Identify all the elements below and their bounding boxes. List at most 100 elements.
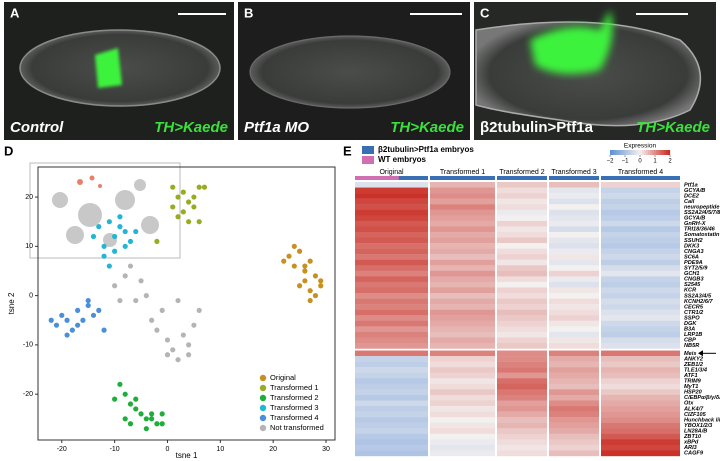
point [112, 283, 118, 289]
heat-cell [355, 220, 428, 227]
gene-label: SSPO [684, 315, 700, 321]
point [101, 327, 107, 333]
heat-cell [355, 248, 428, 255]
point [318, 283, 324, 289]
colorbar-tick-label: 1 [653, 159, 657, 165]
colorbar-cell [660, 150, 663, 155]
heat-cell [497, 281, 547, 288]
heat-cell [497, 259, 547, 266]
heat-cell [497, 342, 547, 349]
gene-label: ZBT10 [683, 434, 702, 440]
heat-cell [497, 231, 547, 238]
point [64, 332, 70, 338]
y-tick-label: -20 [23, 391, 33, 398]
gene-label: KCNH2/6/7 [684, 299, 713, 305]
heat-cell [430, 204, 495, 210]
point [180, 189, 186, 195]
condition-bar [430, 176, 495, 180]
heat-cell [601, 270, 680, 277]
heat-cell [355, 406, 428, 412]
colorbar-cell [626, 150, 629, 155]
colorbar-tick-label: 0 [638, 159, 642, 165]
heat-cell [549, 367, 599, 373]
heat-cell [601, 433, 680, 440]
heat-cell [430, 331, 495, 338]
heat-cell [430, 367, 495, 373]
heat-cell [601, 220, 680, 227]
heat-cell [430, 342, 495, 349]
heat-cell [355, 417, 428, 423]
heat-cell [549, 326, 599, 333]
heat-cell [549, 281, 599, 288]
heat-cell [430, 372, 495, 379]
micrograph-c [474, 2, 716, 140]
point [64, 317, 70, 323]
heat-cell [430, 298, 495, 305]
point [112, 396, 118, 402]
heat-cell [430, 243, 495, 249]
heat-cell [601, 383, 680, 390]
point [296, 248, 303, 254]
heat-cell [497, 187, 547, 194]
heat-cell [601, 276, 680, 283]
heat-cell [430, 259, 495, 266]
point [117, 214, 123, 220]
heat-cell [549, 309, 599, 316]
heat-cell [497, 209, 547, 216]
heat-cell [430, 400, 495, 407]
heat-cell [430, 394, 495, 401]
heat-cell [601, 281, 680, 288]
colorbar-cell [630, 150, 633, 155]
gene-label: ANKY2 [683, 356, 704, 362]
point [143, 426, 149, 432]
heat-cell [497, 237, 547, 244]
point [286, 253, 292, 259]
point [159, 421, 165, 427]
point [180, 209, 186, 215]
heat-cell [355, 450, 428, 457]
point [149, 416, 155, 422]
point [154, 238, 160, 245]
gene-label: TRI18/36/46 [684, 227, 716, 233]
heat-cell [549, 209, 599, 216]
legend-swatch [259, 384, 267, 392]
gene-label: MyT1 [684, 384, 698, 390]
heat-cell [549, 350, 599, 357]
condition-label: Ptf1a MO [244, 119, 309, 136]
heat-cell [355, 326, 428, 333]
heat-cell [355, 226, 428, 233]
panel-letter: B [244, 5, 253, 20]
point [96, 307, 102, 313]
heat-cell [601, 417, 680, 423]
heat-cell [497, 182, 547, 188]
column-label: Transformed 3 [551, 169, 596, 176]
heat-cell [497, 394, 547, 401]
heat-cell [430, 254, 495, 260]
heat-cell [497, 287, 547, 294]
gene-label: YBOX1/2/3 [684, 423, 713, 429]
point [186, 199, 192, 205]
heat-cell [601, 193, 680, 199]
reporter-label: TH>Kaede [390, 119, 464, 136]
colorbar-cell [614, 150, 617, 155]
colorbar-cell [668, 150, 671, 155]
gene-label: CNGB3 [684, 277, 704, 283]
colorbar-cell [654, 150, 657, 155]
gene-label: CTR1/2 [684, 310, 704, 316]
heat-cell [430, 326, 495, 333]
gene-label: GnRH-X [684, 221, 707, 227]
heat-cell [549, 400, 599, 407]
point [101, 243, 107, 249]
condition-swatch [362, 156, 374, 164]
point [117, 297, 123, 304]
heat-cell [549, 298, 599, 305]
heat-cell [549, 417, 599, 423]
legend-swatch [259, 404, 267, 412]
heat-cell [355, 298, 428, 305]
heat-cell [355, 372, 428, 379]
point [312, 273, 319, 279]
point [101, 253, 107, 259]
point [302, 263, 308, 269]
point [164, 337, 171, 343]
heat-cell [430, 411, 495, 418]
